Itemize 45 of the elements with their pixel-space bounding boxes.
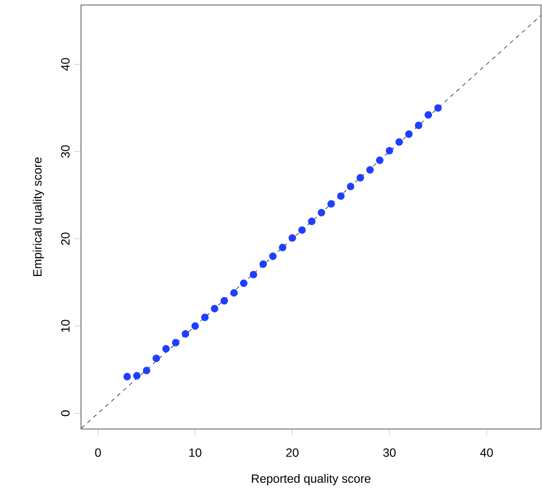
point	[405, 130, 413, 138]
point	[327, 200, 335, 208]
y-axis-title: Empirical quality score	[32, 158, 44, 276]
point	[269, 252, 277, 260]
y-tick-label: 20	[61, 232, 70, 245]
point	[123, 372, 131, 380]
point	[172, 338, 180, 346]
point	[366, 166, 374, 174]
point	[250, 270, 258, 278]
point	[318, 208, 326, 216]
point	[182, 330, 190, 338]
point	[308, 218, 316, 226]
point	[414, 122, 422, 130]
point	[230, 289, 238, 297]
point	[220, 297, 228, 304]
x-tick-label: 30	[383, 448, 396, 457]
point	[376, 156, 384, 164]
point	[152, 354, 160, 362]
point	[395, 138, 403, 146]
point	[142, 366, 150, 374]
point	[240, 280, 248, 288]
point	[434, 104, 442, 112]
point	[298, 226, 306, 234]
point	[210, 304, 218, 312]
x-tick-label: 20	[286, 448, 299, 457]
point	[288, 234, 296, 242]
point	[133, 372, 141, 380]
y-tick-label: 40	[61, 58, 70, 71]
y-tick-label: 0	[61, 410, 70, 416]
x-tick-label: 0	[95, 448, 101, 457]
point	[337, 192, 345, 200]
point	[201, 314, 209, 322]
x-axis-title: Reported quality score	[252, 474, 370, 486]
point	[424, 111, 432, 119]
point	[356, 174, 364, 182]
point	[191, 322, 199, 330]
point	[386, 146, 394, 154]
y-tick-label: 30	[61, 145, 70, 158]
x-tick-label: 10	[189, 448, 202, 457]
y-tick-label: 10	[61, 320, 70, 332]
x-tick-label: 40	[480, 448, 493, 457]
point	[278, 244, 286, 252]
point	[259, 260, 267, 268]
point	[346, 182, 354, 190]
point	[162, 344, 170, 352]
